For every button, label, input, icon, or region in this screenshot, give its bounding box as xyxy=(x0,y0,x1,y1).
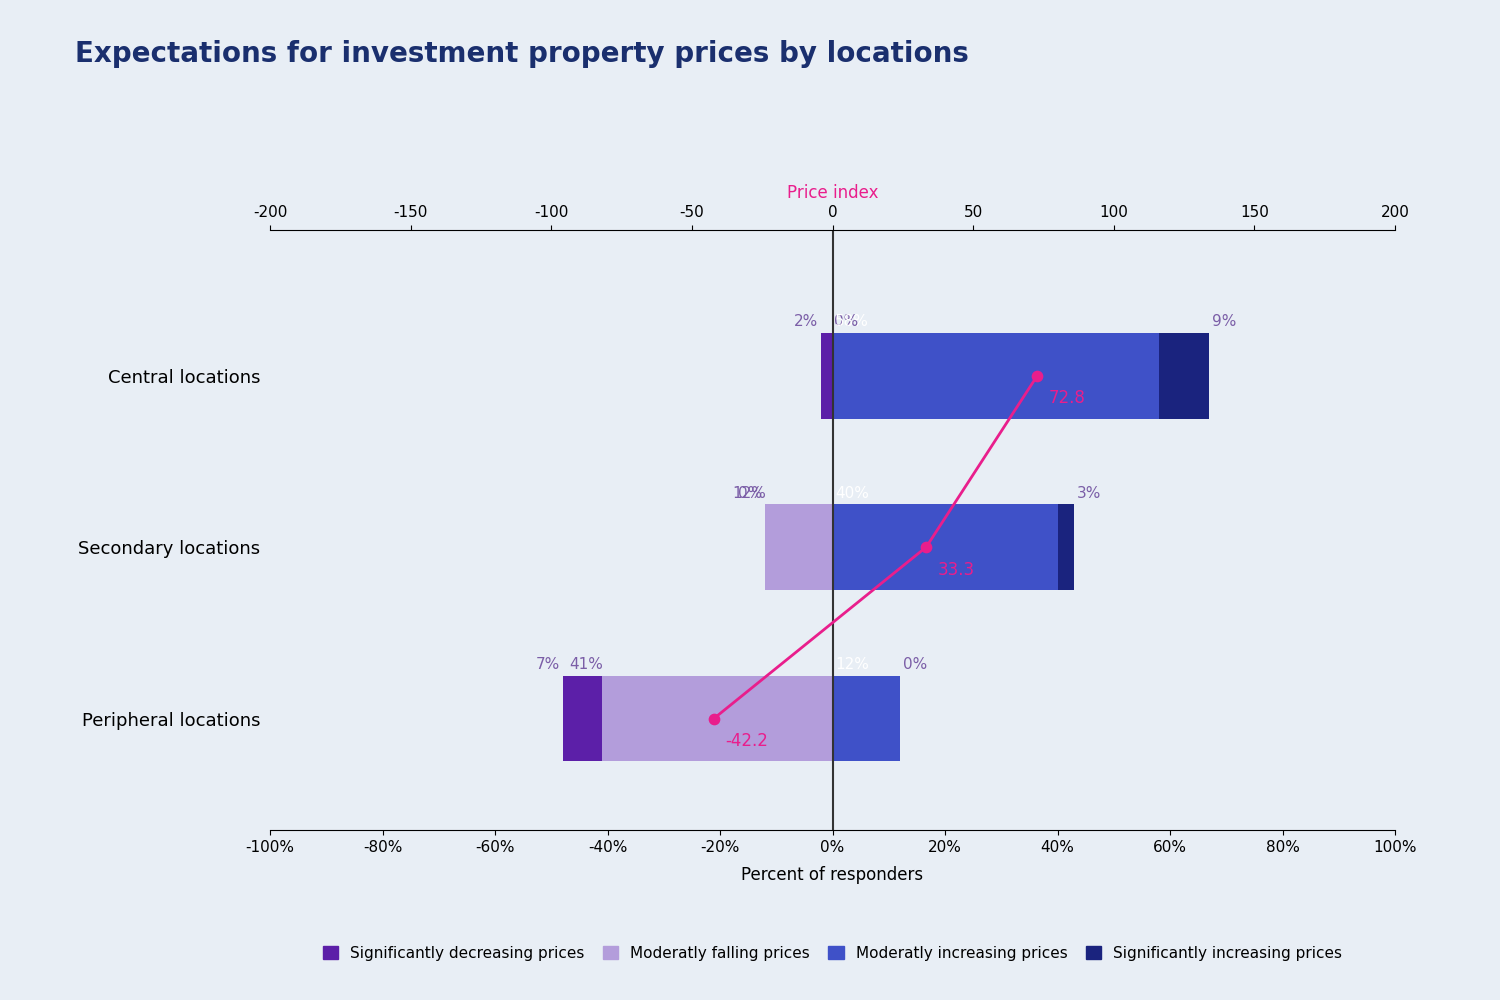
Text: -42.2: -42.2 xyxy=(724,732,768,750)
Bar xyxy=(562,676,602,761)
Legend: Significantly decreasing prices, Moderatly falling prices, Moderatly increasing : Significantly decreasing prices, Moderat… xyxy=(316,940,1348,967)
Point xyxy=(914,539,938,555)
Text: 40%: 40% xyxy=(836,486,868,501)
Text: 12%: 12% xyxy=(836,657,868,672)
Point xyxy=(1026,368,1050,384)
Bar xyxy=(833,504,1058,590)
Bar xyxy=(1058,504,1074,590)
Text: 0%: 0% xyxy=(834,314,858,329)
Text: 9%: 9% xyxy=(1212,314,1236,329)
Text: 12%: 12% xyxy=(734,486,766,501)
Text: 0%: 0% xyxy=(903,657,927,672)
Bar xyxy=(765,504,832,590)
Point xyxy=(702,711,726,727)
Text: 2%: 2% xyxy=(794,314,819,329)
Text: 33.3: 33.3 xyxy=(938,561,975,579)
Bar xyxy=(833,676,900,761)
Text: 7%: 7% xyxy=(536,657,560,672)
X-axis label: Price index: Price index xyxy=(786,184,879,202)
Text: Expectations for investment property prices by locations: Expectations for investment property pri… xyxy=(75,40,969,68)
X-axis label: Percent of responders: Percent of responders xyxy=(741,866,924,884)
Text: 0%: 0% xyxy=(738,486,762,501)
Text: 58%: 58% xyxy=(836,314,868,329)
Bar xyxy=(822,333,833,419)
Text: 3%: 3% xyxy=(1077,486,1101,501)
Bar xyxy=(833,333,1158,419)
Text: 41%: 41% xyxy=(570,657,603,672)
Bar xyxy=(1158,333,1209,419)
Text: 72.8: 72.8 xyxy=(1048,389,1086,407)
Bar xyxy=(602,676,832,761)
